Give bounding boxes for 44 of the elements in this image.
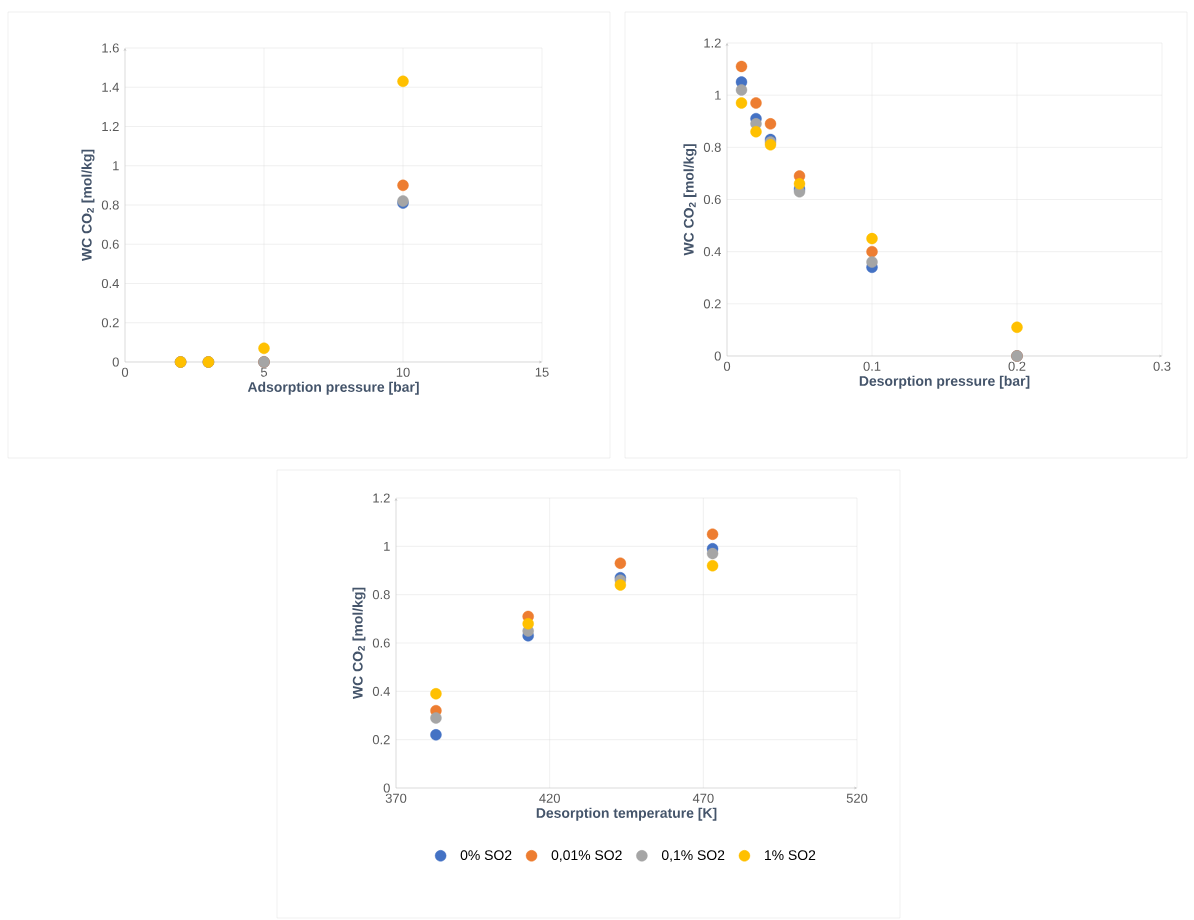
x-tick-label: 0.2 [1008, 361, 1026, 371]
x-tick-label: 0.1 [863, 361, 881, 371]
y-tick-label: 1.2 [704, 38, 721, 48]
y-axis-title: WC CO$_{2}$ [mol/kg] [352, 587, 366, 700]
x-tick-label: 10 [396, 367, 410, 377]
x-axis-title: Desorption pressure [bar] [859, 375, 1030, 389]
y-tick-label: 0.6 [101, 239, 119, 249]
legend-label: 0,1% SO2 [661, 850, 725, 862]
legend-label: 0% SO2 [460, 850, 512, 861]
y-tick-label: 1.6 [102, 43, 119, 53]
x-axis-title: Adsorption pressure [bar] [247, 381, 419, 395]
x-tick-label: 470 [692, 793, 714, 803]
y-tick-label: 1.4 [102, 82, 119, 92]
legend-label: 1% SO2 [765, 850, 816, 861]
legend-label: 0,01% SO2 [551, 850, 622, 862]
y-tick-label: 1.2 [102, 121, 119, 132]
y-tick-label: 0.2 [703, 299, 721, 309]
y-tick-label: 1 [715, 90, 721, 100]
y-tick-label: 0.6 [703, 194, 721, 205]
x-tick-label: 420 [539, 793, 560, 803]
y-tick-label: 0.8 [372, 590, 390, 600]
x-tick-label: 370 [385, 793, 407, 803]
x-tick-label: 0 [723, 361, 731, 371]
x-tick-label: 520 [846, 793, 868, 803]
y-tick-label: 1.2 [373, 493, 390, 503]
y-tick-label: 0.8 [703, 142, 721, 152]
y-tick-label: 0.4 [703, 247, 721, 257]
x-tick-label: 5 [260, 367, 268, 377]
y-tick-label: 0 [383, 783, 390, 793]
x-tick-label: 0 [121, 367, 129, 377]
y-tick-label: 0 [714, 351, 721, 361]
x-tick-label: 0.3 [1153, 361, 1171, 371]
y-tick-label: 0.2 [101, 318, 119, 328]
y-axis-title: WC CO$_{2}$ [mol/kg] [683, 144, 697, 256]
x-axis-title: Desorption temperature [K] [536, 807, 717, 821]
y-axis-title: WC CO$_{2}$ [mol/kg] [81, 149, 95, 262]
y-tick-label: 0.8 [101, 200, 119, 210]
y-tick-label: 0.6 [372, 638, 390, 648]
y-tick-label: 0.4 [101, 278, 119, 289]
x-tick-label: 15 [535, 367, 549, 377]
y-tick-label: 0.2 [372, 735, 390, 745]
y-tick-label: 0.4 [372, 686, 390, 696]
y-tick-label: 1 [384, 541, 390, 551]
y-tick-label: 1 [113, 161, 119, 171]
